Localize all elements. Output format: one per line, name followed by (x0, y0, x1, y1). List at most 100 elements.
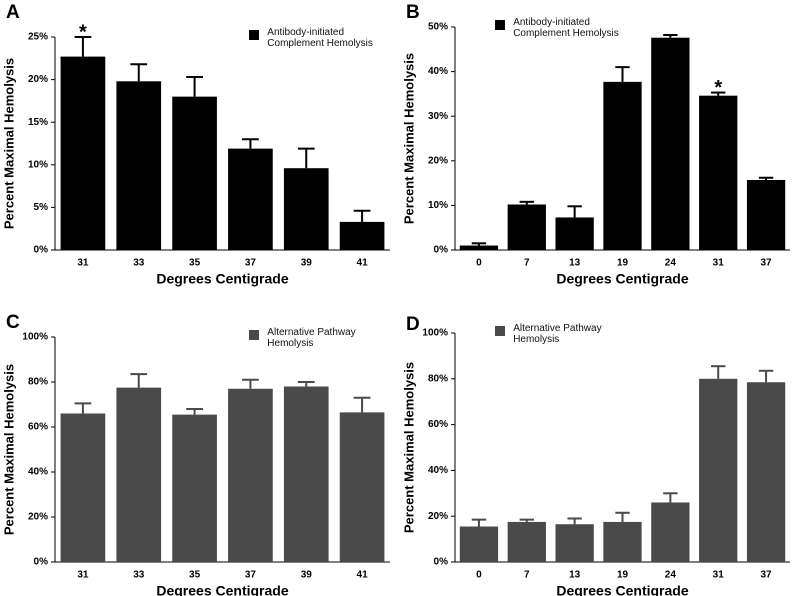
legend: Antibody-initiated Complement Hemolysis (249, 27, 399, 49)
y-tick-label: 20% (428, 511, 448, 522)
x-tick-label: 37 (245, 570, 257, 581)
legend-item: Alternative Pathway Hemolysis (495, 323, 645, 345)
y-axis-title: Percent Maximal Hemolysis (1, 364, 16, 535)
legend-label: Antibody-initiated Complement Hemolysis (267, 27, 373, 49)
bar (60, 413, 106, 562)
y-tick-label: 60% (428, 419, 448, 430)
y-tick-label: 20% (28, 74, 48, 85)
panel-label: C (6, 312, 20, 333)
x-tick-label: 19 (617, 258, 629, 269)
x-tick-label: 35 (189, 258, 201, 269)
y-axis-title: Percent Maximal Hemolysis (401, 53, 416, 224)
x-tick-label: 7 (524, 258, 530, 269)
y-tick-label: 0% (34, 557, 49, 568)
legend: Alternative Pathway Hemolysis (495, 323, 645, 345)
y-tick-label: 40% (428, 465, 448, 476)
bar (60, 56, 106, 250)
legend-item: Antibody-initiated Complement Hemolysis (495, 17, 645, 39)
x-axis-title: Degrees Centigrade (156, 583, 288, 596)
y-tick-label: 40% (428, 66, 448, 77)
bar (228, 148, 273, 250)
panel-label: D (406, 314, 420, 335)
x-tick-label: 13 (569, 258, 581, 269)
y-tick-label: 25% (28, 32, 48, 43)
x-tick-label: 39 (301, 258, 313, 269)
x-tick-label: 24 (665, 570, 677, 581)
bar (603, 521, 642, 562)
x-tick-label: 39 (301, 570, 313, 581)
y-tick-label: 50% (428, 22, 448, 33)
x-tick-label: 31 (77, 570, 89, 581)
bar (459, 526, 499, 562)
bar (116, 387, 162, 562)
legend-label: Alternative Pathway Hemolysis (267, 327, 356, 349)
x-axis-title: Degrees Centigrade (156, 271, 288, 287)
panel-label: B (406, 2, 420, 23)
y-tick-label: 60% (28, 422, 48, 433)
bar (172, 96, 217, 250)
x-tick-label: 0 (476, 258, 482, 269)
bar (603, 81, 642, 250)
bar (228, 388, 273, 562)
y-tick-label: 80% (28, 377, 48, 388)
bar (459, 245, 499, 250)
bar (651, 37, 690, 251)
y-tick-label: 80% (428, 373, 448, 384)
x-tick-label: 33 (133, 258, 145, 269)
y-tick-label: 40% (28, 467, 48, 478)
bar (507, 521, 546, 562)
y-tick-label: 10% (28, 159, 48, 170)
panel-label: A (6, 2, 20, 23)
x-tick-label: 37 (761, 258, 773, 269)
x-tick-label: 37 (761, 570, 773, 581)
y-tick-label: 100% (422, 328, 448, 339)
panel: A 0% 5% 10% 15% 20% 25% 31 33 35 37 39 41 Antibody-in… (1, 2, 399, 287)
bar (651, 502, 690, 562)
legend-item: Antibody-initiated Complement Hemolysis (249, 27, 399, 49)
x-tick-label: 0 (476, 570, 482, 581)
legend-swatch (249, 330, 260, 340)
x-tick-label: 13 (569, 570, 581, 581)
y-axis-title: Percent Maximal Hemolysis (1, 58, 16, 229)
bar (283, 168, 329, 250)
bar (555, 524, 594, 562)
y-tick-label: 30% (428, 111, 448, 122)
x-tick-label: 33 (133, 570, 145, 581)
x-tick-label: 35 (189, 570, 201, 581)
bar (507, 204, 546, 250)
bar (746, 179, 786, 250)
x-tick-label: 41 (357, 570, 369, 581)
x-tick-label: 37 (245, 258, 257, 269)
legend-swatch (249, 30, 260, 40)
x-axis-title: Degrees Centigrade (556, 271, 688, 287)
x-tick-label: 19 (617, 570, 629, 581)
y-tick-label: 0% (434, 557, 449, 568)
legend-label: Antibody-initiated Complement Hemolysis (513, 17, 619, 39)
legend-label: Alternative Pathway Hemolysis (513, 323, 602, 345)
panel: B 0% 10% 20% 30% 40% 50% 0 7 13 19 24 31 37 Antibody-i… (401, 2, 790, 287)
y-axis-title: Percent Maximal Hemolysis (401, 362, 416, 533)
y-tick-label: 0% (434, 245, 449, 256)
bar (116, 81, 162, 250)
y-tick-label: 20% (428, 155, 448, 166)
y-tick-label: 5% (34, 202, 49, 213)
bar (172, 414, 217, 562)
legend: Alternative Pathway Hemolysis (249, 327, 356, 349)
x-tick-label: 41 (357, 258, 369, 269)
bar (339, 221, 385, 250)
annotation: * (79, 21, 87, 43)
annotation: * (714, 77, 722, 99)
bar (699, 95, 738, 251)
panel: D 0% 20% 40% 60% 80% 100% 0 7 13 19 24 31 37 Alternati… (401, 314, 790, 596)
y-tick-label: 10% (428, 200, 448, 211)
bar (699, 378, 738, 562)
y-tick-label: 15% (28, 117, 48, 128)
bar (555, 217, 594, 250)
x-tick-label: 31 (77, 258, 89, 269)
x-tick-label: 31 (713, 258, 725, 269)
y-tick-label: 0% (34, 245, 49, 256)
legend-swatch (495, 326, 506, 336)
bar (283, 386, 329, 562)
y-tick-label: 100% (22, 332, 48, 343)
bar (339, 412, 385, 562)
